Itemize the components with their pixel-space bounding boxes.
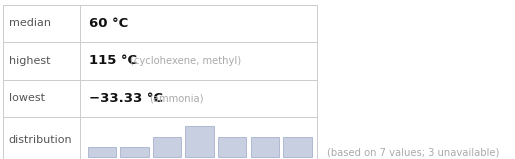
Text: lowest: lowest bbox=[9, 93, 45, 103]
Text: 60 °C: 60 °C bbox=[89, 17, 128, 30]
Text: −33.33 °C: −33.33 °C bbox=[89, 92, 163, 105]
Bar bbox=[218, 137, 246, 157]
Bar bbox=[185, 126, 214, 157]
Text: (ammonia): (ammonia) bbox=[149, 93, 203, 103]
Text: distribution: distribution bbox=[9, 135, 73, 145]
Bar bbox=[283, 137, 312, 157]
Text: 115 °C: 115 °C bbox=[89, 54, 137, 67]
Bar bbox=[251, 137, 279, 157]
Text: (based on 7 values; 3 unavailable): (based on 7 values; 3 unavailable) bbox=[327, 147, 500, 157]
Bar bbox=[88, 147, 116, 157]
Bar bbox=[120, 147, 148, 157]
Bar bbox=[153, 137, 181, 157]
Text: (cyclohexene, methyl): (cyclohexene, methyl) bbox=[130, 56, 241, 66]
Text: median: median bbox=[9, 18, 51, 28]
Text: highest: highest bbox=[9, 56, 50, 66]
